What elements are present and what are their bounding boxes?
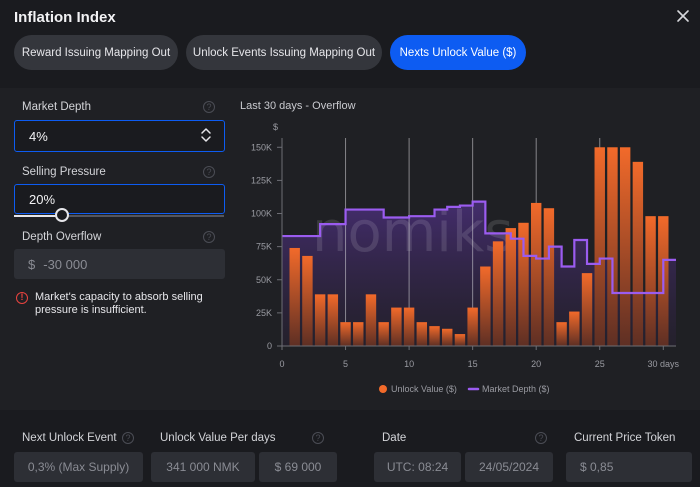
unlock-value-bar bbox=[416, 322, 428, 346]
unlock-value-bar bbox=[645, 216, 656, 346]
unlock-value-bar bbox=[289, 247, 300, 346]
watermark-logo: nomiks bbox=[312, 200, 513, 265]
unlock-value-bar bbox=[454, 334, 466, 346]
unlock-amount-field: 341 000 NMK bbox=[151, 452, 255, 482]
tab-unlock-events-issuing[interactable]: Unlock Events Issuing Mapping Out bbox=[186, 35, 382, 70]
unlock-value-bar bbox=[569, 311, 580, 346]
next-unlock-event-label: Next Unlock Event bbox=[22, 432, 117, 444]
unlock-value-bar bbox=[327, 294, 339, 346]
selling-pressure-value: 20% bbox=[29, 191, 56, 207]
unlock-value-bar bbox=[518, 222, 529, 346]
unlock-value-bar bbox=[581, 273, 593, 346]
tab-nexts-unlock-value[interactable]: Nexts Unlock Value ($) bbox=[390, 35, 526, 70]
unlock-value-bar bbox=[594, 147, 605, 346]
unlock-value-bar bbox=[505, 228, 516, 346]
x-tick-label: 25 bbox=[595, 359, 605, 369]
selling-pressure-label: Selling Pressure bbox=[22, 166, 106, 178]
x-tick-label: 30 days bbox=[648, 359, 680, 369]
y-tick-label: 50K bbox=[256, 275, 272, 285]
depth-overflow-label: Depth Overflow bbox=[22, 231, 102, 243]
unlock-value-bar bbox=[403, 307, 415, 346]
depth-overflow-help-icon[interactable]: ? bbox=[203, 231, 215, 243]
y-tick-label: 150K bbox=[251, 142, 272, 152]
legend-depth-label: Market Depth ($) bbox=[482, 384, 550, 394]
date-day-field: 24/05/2024 bbox=[465, 452, 553, 482]
slider-fill bbox=[14, 215, 63, 217]
unlock-value-bar bbox=[442, 328, 453, 346]
market-depth-label: Market Depth bbox=[22, 101, 92, 113]
x-tick-label: 5 bbox=[343, 359, 348, 369]
market-depth-help-icon[interactable]: ? bbox=[203, 101, 215, 113]
warning-message: Market's capacity to absorb selling pres… bbox=[35, 291, 203, 316]
unlock-value-bar bbox=[543, 208, 555, 346]
stepper-arrows-icon[interactable] bbox=[200, 126, 212, 144]
slider-thumb[interactable] bbox=[55, 208, 70, 222]
close-icon[interactable] bbox=[676, 9, 690, 23]
unlock-value-bar bbox=[632, 161, 644, 346]
y-unit-label: $ bbox=[273, 122, 278, 132]
date-label: Date bbox=[382, 432, 407, 444]
y-tick-label: 125K bbox=[251, 175, 272, 185]
market-depth-input[interactable]: 4% bbox=[14, 120, 225, 152]
x-tick-label: 15 bbox=[468, 359, 478, 369]
chart-title: Last 30 days - Overflow bbox=[240, 100, 356, 112]
unlock-value-bar bbox=[391, 307, 402, 346]
date-time-field: UTC: 08:24 bbox=[374, 452, 461, 482]
unlock-value-bar bbox=[492, 241, 504, 346]
overflow-chart: $0 25K 50K 75K 100K 125K 150K nomiks 0 5 10 15 20 25 3… bbox=[251, 122, 680, 394]
next-unlock-event-help-icon[interactable]: ? bbox=[122, 432, 134, 444]
tab-reward-issuing[interactable]: Reward Issuing Mapping Out bbox=[14, 35, 178, 70]
current-price-token-label: Current Price Token bbox=[574, 432, 676, 444]
market-depth-value: 4% bbox=[29, 128, 48, 144]
unlock-value-bar bbox=[619, 147, 631, 346]
unlock-value-bar bbox=[429, 326, 440, 346]
unlock-value-bar bbox=[467, 307, 478, 346]
next-unlock-event-field: 0,3% (Max Supply) bbox=[14, 452, 143, 482]
y-tick-label: 25K bbox=[256, 308, 272, 318]
current-price-token-field: $ 0,85 bbox=[566, 452, 692, 482]
unlock-value-bar bbox=[314, 294, 326, 346]
legend-unlock-marker bbox=[379, 385, 387, 393]
tab-bar: Reward Issuing Mapping Out Unlock Events… bbox=[14, 35, 526, 70]
y-tick-label: 0 bbox=[267, 341, 272, 351]
depth-overflow-value: -30 000 bbox=[43, 256, 88, 272]
y-tick-label: 75K bbox=[256, 242, 272, 252]
unlock-value-per-days-help-icon[interactable]: ? bbox=[312, 432, 324, 444]
x-tick-label: 10 bbox=[404, 359, 414, 369]
selling-pressure-input[interactable]: 20% bbox=[14, 184, 225, 214]
unlock-value-bar bbox=[556, 322, 567, 346]
selling-pressure-slider[interactable] bbox=[14, 215, 224, 217]
unlock-usd-field: $ 69 000 bbox=[259, 452, 337, 482]
legend-unlock-label: Unlock Value ($) bbox=[391, 384, 457, 394]
depth-overflow-currency: $ bbox=[28, 256, 36, 272]
y-tick-label: 100K bbox=[251, 209, 272, 219]
page-title: Inflation Index bbox=[14, 9, 116, 26]
unlock-value-bar bbox=[607, 147, 618, 346]
unlock-value-per-days-label: Unlock Value Per days bbox=[160, 432, 276, 444]
depth-overflow-field: $ -30 000 bbox=[14, 249, 225, 279]
unlock-value-bar bbox=[340, 322, 351, 346]
market-depth-area bbox=[282, 201, 676, 346]
unlock-value-bar bbox=[353, 322, 364, 346]
warning-icon: ! bbox=[16, 292, 28, 304]
unlock-value-bar bbox=[302, 255, 313, 346]
x-tick-label: 20 bbox=[531, 359, 541, 369]
unlock-value-bar bbox=[480, 266, 491, 346]
header-bar: Inflation Index bbox=[0, 0, 700, 34]
unlock-value-bar bbox=[530, 202, 542, 346]
selling-pressure-help-icon[interactable]: ? bbox=[203, 166, 215, 178]
unlock-value-bar bbox=[365, 294, 377, 346]
market-depth-line bbox=[282, 200, 676, 295]
unlock-value-bar bbox=[378, 322, 389, 346]
date-help-icon[interactable]: ? bbox=[535, 432, 547, 444]
x-tick-label: 0 bbox=[279, 359, 284, 369]
